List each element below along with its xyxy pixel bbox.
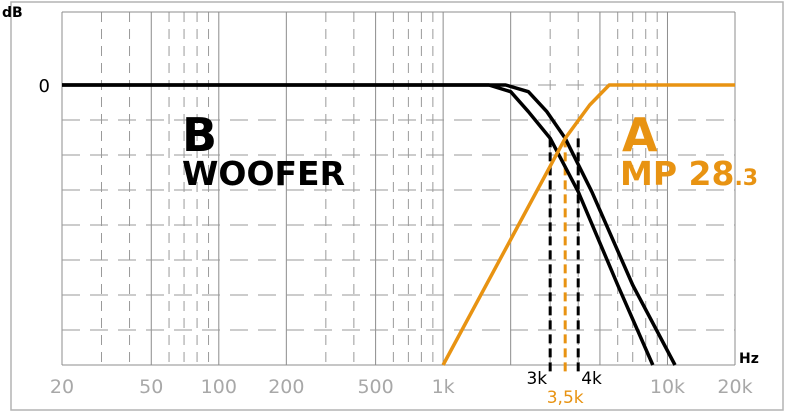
x-tick-label: 20k [717,376,752,398]
y-tick-labels: 0 [39,76,50,97]
axis-labels: dB Hz [2,5,759,367]
series-line [62,83,677,366]
x-axis-label: Hz [739,351,759,367]
annotation-a-name: MP 28.3 [620,154,758,193]
marker-label: 4k [581,369,602,389]
annotation-a-letter: A [622,108,658,162]
x-tick-labels: 20 50 100 200 500 1k 10k 20k [50,376,753,398]
chart-border [10,1,784,411]
series-line [441,83,735,366]
annotation-b-letter: B [182,108,217,162]
marker-label: 3k [526,369,547,389]
marker-label: 3,5k [547,388,584,408]
y-tick-label: 0 [39,76,50,97]
x-tick-label: 50 [139,376,163,398]
x-tick-label: 10k [650,376,685,398]
annotation-a-name-main: MP 28 [620,154,734,193]
annotation-b-name: WOOFER [182,154,345,193]
x-tick-label: 100 [201,376,237,398]
x-tick-label: 200 [268,376,304,398]
x-tick-label: 1k [432,376,455,398]
x-tick-label: 20 [50,376,74,398]
annotation-a: A MP 28.3 [620,108,758,193]
annotation-a-name-sub: .3 [734,166,758,191]
annotation-b: B WOOFER [182,108,345,193]
y-axis-label: dB [2,5,23,21]
series-group [62,83,735,366]
x-tick-label: 500 [357,376,393,398]
